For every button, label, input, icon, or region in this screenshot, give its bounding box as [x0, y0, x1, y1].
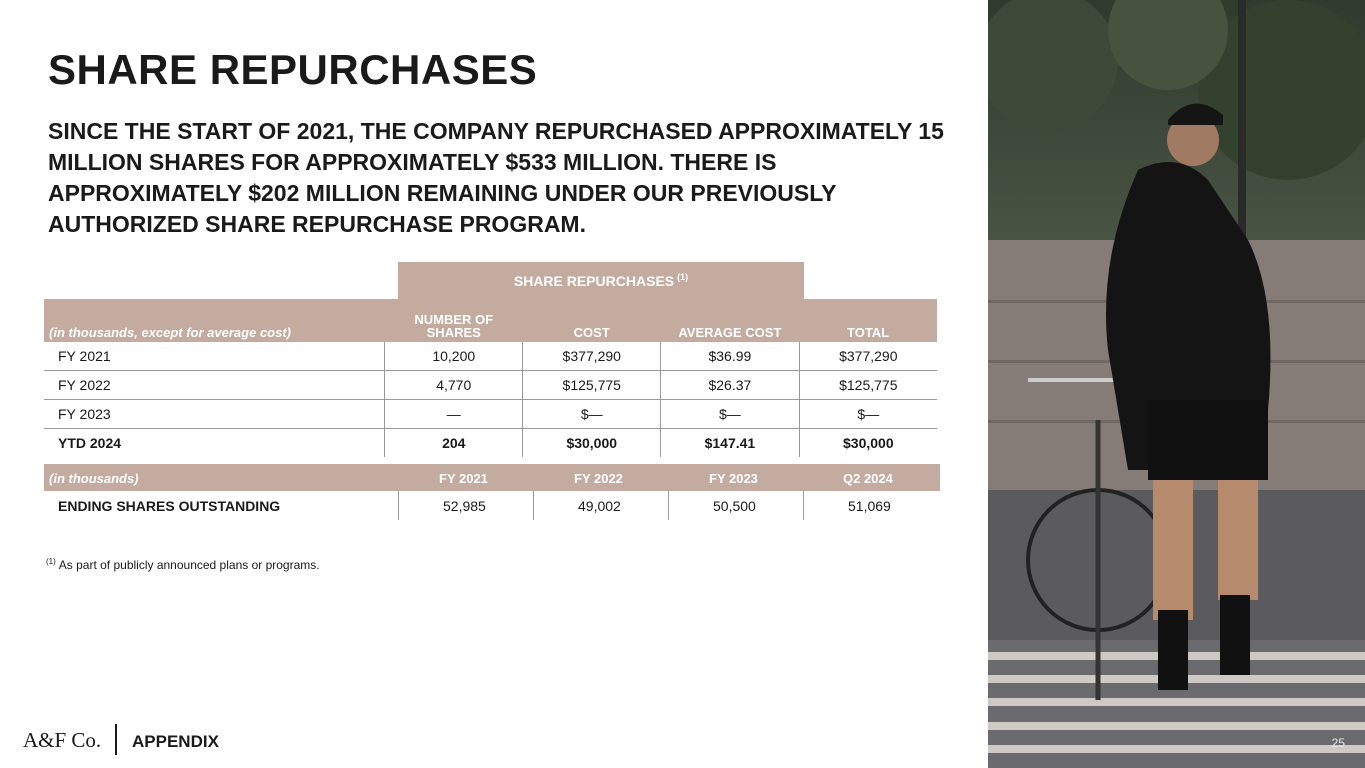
cell-total: $125,775 — [799, 370, 937, 400]
cell-total: $30,000 — [843, 435, 894, 451]
footnote-text: As part of publicly announced plans or p… — [58, 558, 320, 572]
cell-cost: $377,290 — [522, 342, 662, 371]
cell-fy-2022: 49,002 — [578, 498, 621, 514]
row-label: FY 2021 — [44, 342, 386, 371]
page-subtitle: SINCE THE START OF 2021, THE COMPANY REP… — [48, 118, 944, 237]
row-label: ENDING SHARES OUTSTANDING — [58, 498, 281, 514]
table-row: FY 2023 — $— $— $— — [44, 399, 937, 429]
column-divider — [398, 491, 399, 520]
cell-fy-2021: 52,985 — [443, 498, 486, 514]
cell-cost: $30,000 — [522, 428, 662, 457]
share-repurchases-table: (in thousands, except for average cost) … — [44, 299, 937, 457]
column-divider — [668, 491, 669, 520]
cell-q2-2024: 51,069 — [848, 498, 891, 514]
group-header-footnote-marker: (1) — [677, 271, 689, 282]
units-header: (in thousands) — [49, 471, 139, 486]
cell-cost: $125,775 — [522, 370, 662, 400]
column-divider — [803, 491, 804, 520]
cell-average-cost: $36.99 — [660, 342, 800, 371]
share-repurchases-group-header: SHARE REPURCHASES (1) — [398, 262, 804, 299]
cell-average-cost: $26.37 — [660, 370, 800, 400]
table-row-total: YTD 2024 204 $30,000 $147.41 $30,000 — [44, 428, 937, 457]
header-fy-2023: FY 2023 — [709, 471, 758, 486]
table-row: FY 2021 10,200 $377,290 $36.99 $377,290 — [44, 342, 937, 371]
row-label: FY 2023 — [44, 399, 386, 429]
header-cost: COST — [573, 325, 610, 340]
shares-outstanding-header: (in thousands) FY 2021 FY 2022 FY 2023 Q… — [44, 464, 940, 491]
cell-shares: 204 — [384, 428, 524, 457]
cell-average-cost: $— — [660, 399, 800, 429]
page-title: SHARE REPURCHASES — [48, 46, 538, 93]
group-header-label: SHARE REPURCHASES — [513, 272, 675, 289]
header-fy-2021: FY 2021 — [439, 471, 488, 486]
column-divider — [533, 491, 534, 520]
hero-photo: 25 — [988, 0, 1365, 768]
footnote: (1) As part of publicly announced plans o… — [46, 557, 320, 572]
company-logo: A&F Co. — [23, 728, 102, 752]
row-label: FY 2022 — [44, 370, 386, 400]
header-fy-2022: FY 2022 — [574, 471, 623, 486]
cell-total: $377,290 — [799, 342, 937, 371]
cyclist-photo-illustration — [988, 0, 1365, 768]
table-row: FY 2022 4,770 $125,775 $26.37 $125,775 — [44, 370, 937, 400]
table-header-row: (in thousands, except for average cost) … — [44, 299, 937, 342]
cell-shares: — — [384, 399, 524, 429]
cell-fy-2023: 50,500 — [713, 498, 756, 514]
header-number-of-shares: NUMBER OF SHARES — [414, 312, 494, 340]
units-header: (in thousands, except for average cost) — [49, 325, 292, 340]
footer-divider — [115, 724, 117, 755]
header-q2-2024: Q2 2024 — [843, 471, 893, 486]
cell-average-cost: $147.41 — [660, 428, 800, 457]
cell-shares: 10,200 — [384, 342, 524, 371]
page-number: 25 — [1331, 736, 1345, 750]
footnote-marker: (1) — [46, 557, 56, 566]
shares-outstanding-row: ENDING SHARES OUTSTANDING 52,985 49,002 … — [44, 491, 937, 520]
header-total: TOTAL — [847, 325, 890, 340]
row-label: YTD 2024 — [44, 428, 386, 457]
header-average-cost: AVERAGE COST — [678, 325, 782, 340]
cell-shares: 4,770 — [384, 370, 524, 400]
cell-total: $— — [799, 399, 937, 429]
cell-cost: $— — [522, 399, 662, 429]
section-label: APPENDIX — [132, 732, 219, 751]
